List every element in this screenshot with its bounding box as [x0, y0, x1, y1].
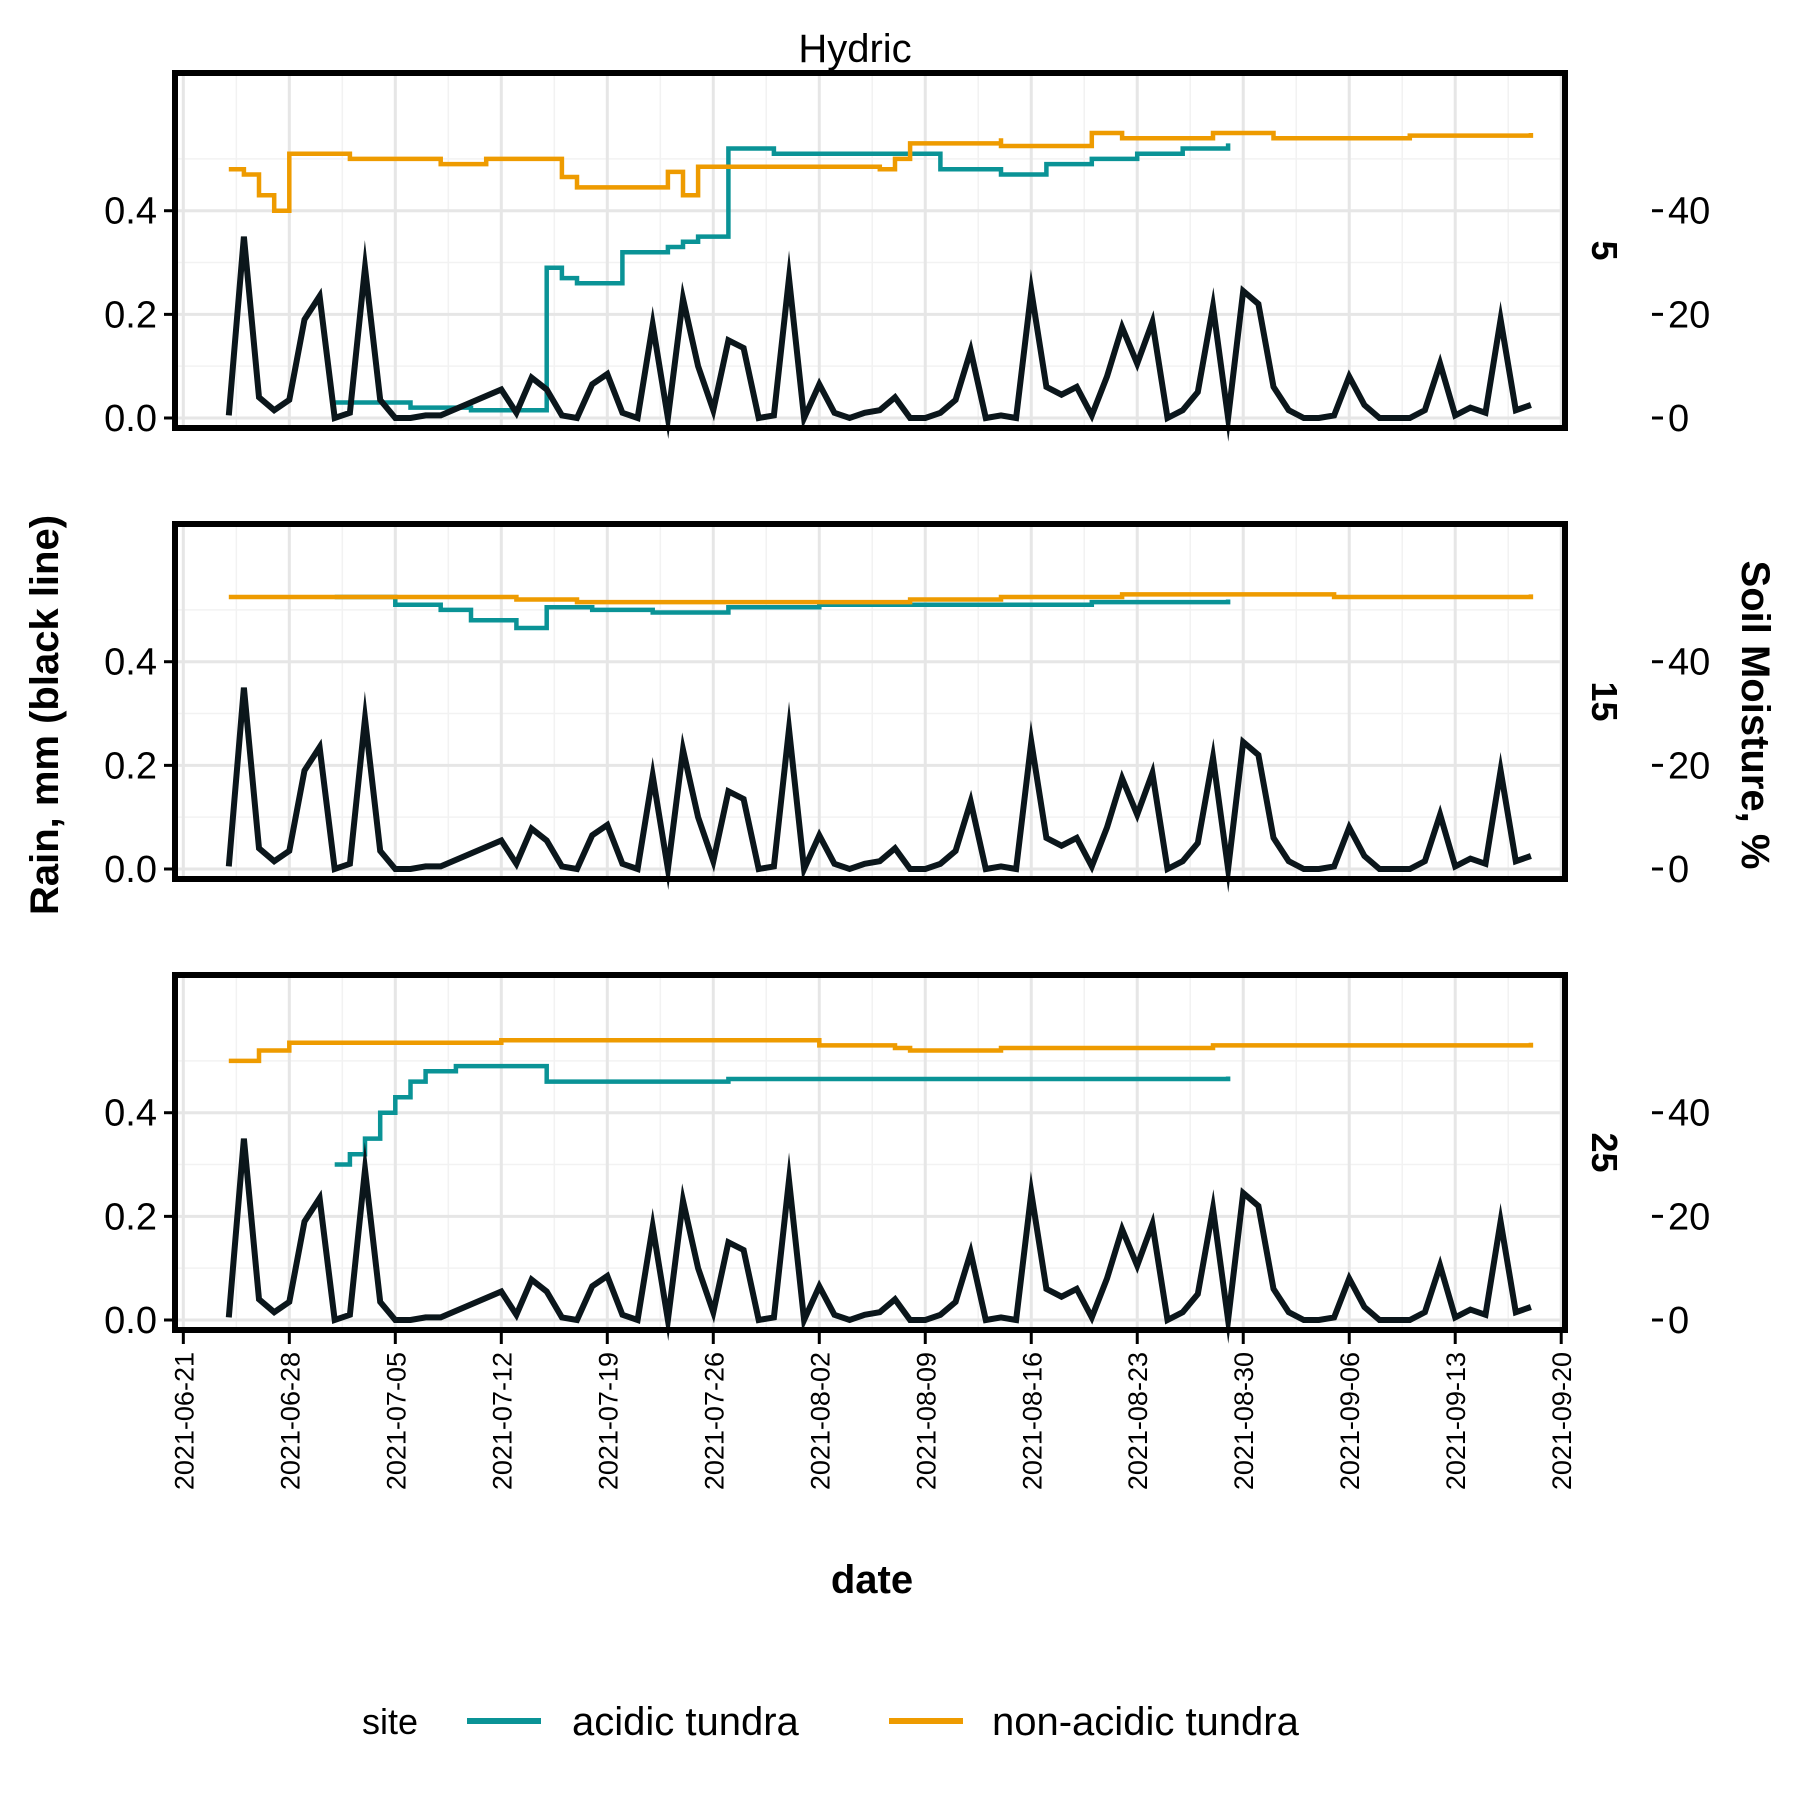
panel-background — [175, 524, 1565, 879]
y-right-tick-label: 20 — [1668, 294, 1710, 336]
y-left-tick-label: 0.2 — [104, 294, 157, 336]
y-left-tick-label: 0.0 — [104, 849, 157, 891]
y-left-tick-label: 0.2 — [104, 1196, 157, 1238]
y-right-tick-label: 20 — [1668, 745, 1710, 787]
panel-border — [172, 70, 1568, 431]
y-right-tick-label: 40 — [1668, 1093, 1710, 1135]
x-tick-label: 2021-07-26 — [699, 1352, 729, 1490]
x-tick-label: 2021-09-06 — [1335, 1352, 1365, 1490]
y-left-tick-label: 0.4 — [104, 191, 157, 233]
panel-background — [175, 975, 1565, 1330]
series-line-non-acidic-tundra-15 — [228, 592, 1534, 605]
chart-title: Hydric — [798, 27, 911, 71]
legend: site acidic tundra non-acidic tundra — [362, 1700, 1300, 1744]
rain-line-25 — [225, 1138, 1532, 1344]
x-tick-label: 2021-08-09 — [911, 1352, 941, 1490]
y-left-tick-label: 0.0 — [104, 1300, 157, 1342]
x-tick-label: 2021-08-02 — [805, 1352, 835, 1490]
x-axis-title: date — [831, 1558, 913, 1602]
y-left-tick-label: 0.0 — [104, 398, 157, 440]
x-tick-label: 2021-08-30 — [1229, 1352, 1259, 1490]
legend-title: site — [362, 1701, 418, 1742]
x-tick-label: 2021-09-13 — [1441, 1352, 1471, 1490]
y-right-tick-label: 0 — [1668, 849, 1689, 891]
facet-strip-label-5: 5 — [1584, 240, 1625, 260]
panel-grid — [175, 975, 1565, 1330]
y-left-tick-label: 0.4 — [104, 1093, 157, 1135]
y-left-tick-label: 0.2 — [104, 745, 157, 787]
facet-panel-5: 0.0 0.2 0.4 0 20 40 5 — [104, 70, 1710, 442]
legend-label-acidic-tundra: acidic tundra — [572, 1700, 800, 1744]
y-right-tick-label: 40 — [1668, 191, 1710, 233]
facet-panels: 0.0 0.2 0.4 0 20 40 5 0.0 0.2 0.4 0 20 40 15 0.0 0.2 0.4… — [104, 70, 1710, 1344]
rain-line-5 — [225, 236, 1532, 442]
x-tick-label: 2021-08-16 — [1017, 1352, 1047, 1490]
y-axis-left-title: Rain, mm (black line) — [23, 515, 67, 915]
x-tick-label: 2021-07-19 — [593, 1352, 623, 1490]
x-tick-label: 2021-09-20 — [1547, 1352, 1577, 1490]
facet-panel-25: 0.0 0.2 0.4 0 20 40 25 — [104, 972, 1710, 1344]
facet-strip-label-15: 15 — [1584, 681, 1625, 721]
x-tick-label: 2021-06-21 — [169, 1352, 199, 1490]
facet-strip-label-25: 25 — [1584, 1132, 1625, 1172]
x-tick-label: 2021-07-12 — [487, 1352, 517, 1490]
x-tick-label: 2021-07-05 — [381, 1352, 411, 1490]
panel-grid — [175, 524, 1565, 879]
y-left-tick-label: 0.4 — [104, 642, 157, 684]
series-line-non-acidic-tundra-25 — [228, 1037, 1534, 1064]
x-tick-label: 2021-06-28 — [275, 1352, 305, 1490]
series-line-acidic-tundra-5 — [334, 143, 1231, 413]
x-tick-label: 2021-08-23 — [1123, 1352, 1153, 1490]
series-line-non-acidic-tundra-5 — [228, 130, 1534, 213]
x-axis: 2021-06-21 2021-06-28 2021-07-05 2021-07-12… — [169, 1333, 1577, 1490]
y-right-tick-label: 0 — [1668, 1300, 1689, 1342]
panel-border — [172, 521, 1568, 882]
y-right-tick-label: 20 — [1668, 1196, 1710, 1238]
panel-border — [172, 972, 1568, 1333]
facet-panel-15: 0.0 0.2 0.4 0 20 40 15 — [104, 521, 1710, 893]
y-right-tick-label: 0 — [1668, 398, 1689, 440]
y-axis-right-title: Soil Moisture, % — [1733, 561, 1777, 870]
rain-line-15 — [225, 687, 1532, 893]
y-right-tick-label: 40 — [1668, 642, 1710, 684]
series-line-acidic-tundra-25 — [334, 1063, 1231, 1167]
panel-background — [175, 73, 1565, 428]
series-line-acidic-tundra-15 — [334, 594, 1231, 631]
legend-label-non-acidic-tundra: non-acidic tundra — [992, 1700, 1300, 1744]
